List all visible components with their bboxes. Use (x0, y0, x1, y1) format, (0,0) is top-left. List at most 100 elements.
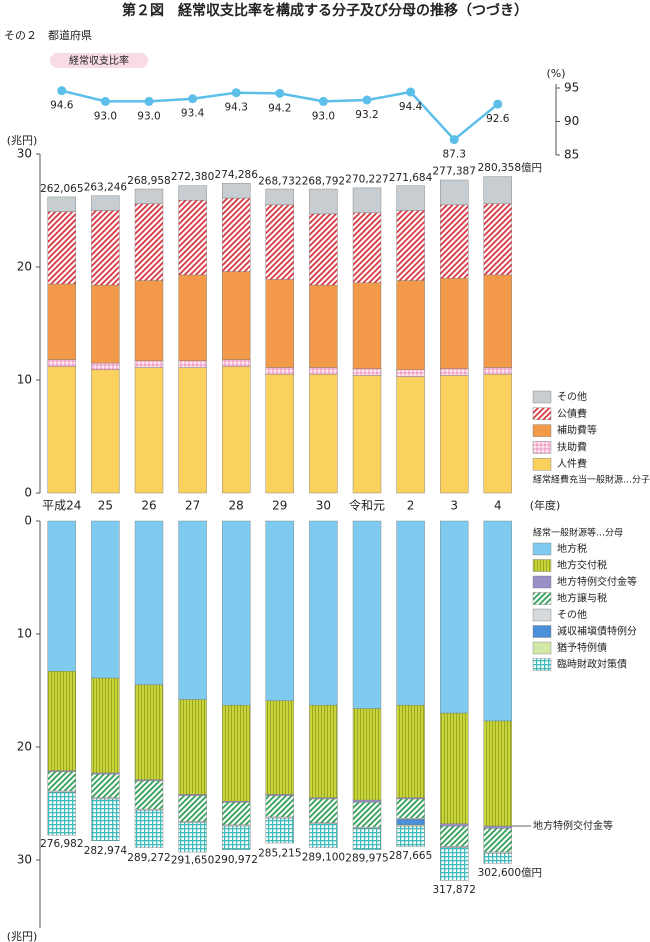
total-label: 270,227 (345, 174, 388, 186)
bar-segment (483, 176, 512, 204)
legend-swatch (532, 575, 552, 589)
legend-label: 補助費等 (557, 424, 597, 437)
bar-segment (396, 369, 425, 377)
bar-segment (221, 359, 251, 367)
bar-segment (483, 203, 512, 276)
total-label: 289,975 (345, 853, 388, 865)
legend-label: その他 (557, 390, 587, 403)
bar-segment (396, 798, 425, 819)
bar-segment (352, 799, 382, 803)
legend-swatch (532, 542, 552, 556)
point (449, 135, 459, 145)
legend-label: 扶助費 (557, 440, 587, 453)
bar-segment (483, 853, 512, 864)
bar-segment (47, 792, 76, 836)
bar-segment (352, 368, 382, 376)
bar-segment (265, 817, 294, 844)
total-label: 277,387 (432, 166, 475, 178)
bar-segment (91, 210, 120, 286)
bar-segment (47, 196, 76, 212)
bar-segment (396, 704, 425, 799)
bar-segment (265, 520, 294, 701)
x-tick-label: 29 (272, 499, 287, 513)
y-tick-label: 0 (24, 514, 32, 528)
bar-segment (134, 360, 164, 368)
value-label: 94.3 (225, 102, 248, 114)
total-label: 289,272 (127, 852, 170, 864)
bar-segment (47, 366, 76, 494)
legend-swatch (532, 592, 552, 605)
legend-swatch (532, 641, 552, 655)
bar-segment (134, 520, 164, 686)
total-label: 268,792 (302, 175, 345, 187)
point (100, 96, 110, 106)
bar-segment (483, 374, 512, 494)
bar-segment (221, 183, 251, 199)
legend-label: 地方交付税 (557, 559, 607, 572)
total-label: 274,286 (214, 169, 258, 181)
legend-label: 猶予特例債 (557, 641, 607, 654)
bar-segment (309, 374, 338, 494)
bar-segment (265, 367, 294, 375)
total-label: 282,974 (84, 845, 128, 857)
point (144, 96, 154, 106)
bar-segment (309, 704, 338, 799)
line (61, 89, 499, 142)
bar-segment (91, 520, 120, 679)
y-tick-label: 0 (24, 486, 32, 500)
bar-segment (134, 780, 164, 810)
legend-label: 臨時財政対策債 (557, 658, 627, 671)
total-label: 290,972 (214, 854, 257, 866)
bar-segment (221, 704, 251, 802)
x-tick-label: 3 (450, 499, 458, 513)
x-tick-label: 25 (98, 499, 113, 513)
point (318, 96, 328, 106)
y-tick-label: 20 (17, 740, 32, 754)
bar-segment (483, 367, 512, 375)
y-tick-label: 10 (17, 627, 32, 641)
value-label: 93.2 (355, 109, 378, 121)
total-label: 285,215 (258, 847, 301, 859)
legend-label: 人件費 (557, 457, 587, 470)
bar-segment (91, 284, 120, 364)
legend-label: 地方税 (557, 542, 587, 555)
bar-segment (352, 520, 382, 709)
bar-segment (483, 825, 512, 829)
bar-segment (265, 700, 294, 795)
bar-segment (440, 823, 469, 827)
bar-segment (265, 795, 294, 818)
bar-segment (221, 825, 251, 851)
bar-segment (352, 708, 382, 801)
bar-segment (178, 822, 207, 853)
legend-swatch (532, 441, 552, 454)
bar-segment (221, 802, 251, 826)
y-tick-label: 95 (564, 81, 579, 95)
value-label: 93.4 (181, 108, 205, 120)
bar-segment (440, 278, 469, 369)
total-label: 280,358億円 (478, 161, 542, 174)
bar-segment (134, 684, 164, 780)
total-label: 276,982 (40, 838, 83, 850)
bar-segment (483, 828, 512, 853)
bar-segment (309, 213, 338, 286)
bar-segment (134, 280, 164, 361)
bar-segment (221, 520, 251, 706)
total-label: 263,246 (84, 182, 128, 194)
bar-segment (396, 520, 425, 706)
legend-label: 公債費 (557, 407, 587, 420)
total-label: 291,650 (171, 855, 214, 867)
bar-segment (221, 197, 251, 272)
bar-segment (178, 185, 207, 201)
bar-segment (396, 825, 425, 847)
bar-segment (352, 828, 382, 851)
total-label: 317,872 (432, 884, 475, 896)
bar-segment (265, 279, 294, 368)
bar-segment (309, 798, 338, 823)
bar-segment (265, 204, 294, 280)
value-label: 87.3 (443, 149, 466, 161)
bar-segment (440, 179, 469, 206)
total-label: 272,380 (171, 171, 214, 183)
bar-segment (178, 274, 207, 361)
bar-segment (47, 211, 76, 285)
point (231, 88, 241, 98)
